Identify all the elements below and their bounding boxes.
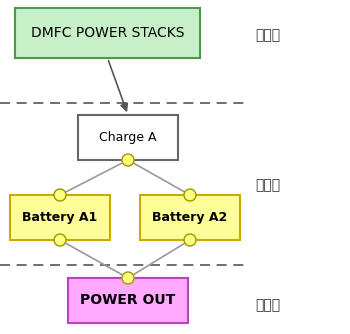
- Circle shape: [184, 234, 196, 246]
- Circle shape: [54, 189, 66, 201]
- Circle shape: [122, 154, 134, 166]
- Bar: [140, 195, 240, 240]
- Bar: [78, 115, 178, 160]
- Text: POWER OUT: POWER OUT: [80, 294, 176, 308]
- Text: 第一層: 第一層: [255, 28, 280, 42]
- Bar: [10, 195, 110, 240]
- Text: Battery A2: Battery A2: [152, 211, 228, 224]
- Bar: [68, 278, 188, 323]
- Text: DMFC POWER STACKS: DMFC POWER STACKS: [31, 26, 184, 40]
- Text: 第二層: 第二層: [255, 178, 280, 192]
- Text: Battery A1: Battery A1: [22, 211, 98, 224]
- Bar: [15, 8, 200, 58]
- Text: 第三層: 第三層: [255, 298, 280, 312]
- Circle shape: [122, 272, 134, 284]
- Text: Charge A: Charge A: [99, 131, 157, 144]
- Circle shape: [54, 234, 66, 246]
- Circle shape: [184, 189, 196, 201]
